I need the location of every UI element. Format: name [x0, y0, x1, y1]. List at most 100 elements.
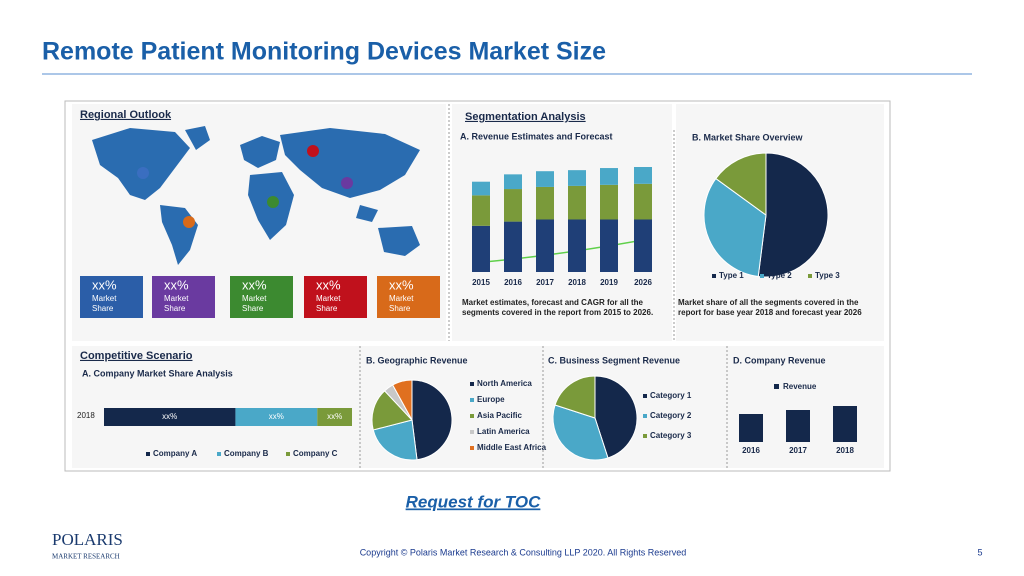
bar-segment [600, 168, 618, 185]
bar-segment [235, 408, 318, 426]
label: 2018 [836, 446, 854, 455]
pie-slice [411, 379, 453, 461]
bar [833, 406, 857, 442]
label: 2016 [504, 278, 522, 287]
chart-title: A. Revenue Estimates and Forecast [460, 131, 613, 141]
bar-segment [600, 219, 618, 272]
share-tile [230, 276, 293, 318]
label: xx% [269, 412, 284, 421]
legend-swatch [808, 274, 812, 278]
label: Type 2 [767, 271, 792, 280]
label: Europe [477, 395, 505, 404]
pie-slice [715, 152, 767, 216]
tile-label: Market Share [316, 294, 341, 313]
logo-tagline: MARKET RESEARCH [52, 553, 120, 561]
label: xx% [242, 277, 267, 292]
bar-segment [568, 170, 586, 186]
copyright: Copyright © Polaris Market Research & Co… [360, 547, 687, 557]
label: 2026 [634, 278, 652, 287]
label: 2019 [600, 278, 618, 287]
toc-link[interactable]: Request for TOC [406, 492, 541, 511]
bar-segment [504, 189, 522, 222]
bar-segment [104, 408, 236, 426]
legend-swatch [774, 384, 779, 389]
bar-segment [472, 195, 490, 226]
pie-slice [703, 177, 767, 278]
label: Latin America [477, 427, 530, 436]
label: Category 3 [650, 431, 692, 440]
chart-title: D. Company Revenue [733, 355, 826, 365]
label: xx% [316, 277, 341, 292]
pie-slice [757, 152, 829, 278]
pie-slice [372, 419, 418, 461]
bar-segment [536, 171, 554, 187]
chart-title: C. Business Segment Revenue [548, 355, 680, 365]
legend-swatch [146, 452, 150, 456]
label: Type 1 [719, 271, 744, 280]
map-pins [137, 145, 353, 228]
legend-swatch [470, 382, 474, 386]
share-tile [377, 276, 440, 318]
tile-label: Market Share [92, 294, 117, 313]
bar-segment [504, 174, 522, 190]
bar-segment [568, 185, 586, 220]
bar-segment [634, 183, 652, 220]
bar-segment [472, 225, 490, 272]
legend-swatch [470, 446, 474, 450]
label: Revenue [783, 382, 817, 391]
share-tile [80, 276, 143, 318]
label: Company C [293, 449, 338, 458]
legend-swatch [643, 394, 647, 398]
label: Middle East Africa [477, 443, 547, 452]
label: 2015 [472, 278, 490, 287]
share-tile [152, 276, 215, 318]
bar-segment [568, 219, 586, 272]
bar [739, 414, 763, 442]
bar-segment [536, 186, 554, 220]
bar-segment [600, 184, 618, 220]
label: Category 2 [650, 411, 692, 420]
label: xx% [92, 277, 117, 292]
label: 2017 [789, 446, 807, 455]
page-number: 5 [977, 547, 982, 557]
chart-title: B. Geographic Revenue [366, 355, 468, 365]
label: Category 1 [650, 391, 692, 400]
section-title: Competitive Scenario [80, 350, 193, 362]
bar-segment [634, 167, 652, 184]
legend-swatch [643, 434, 647, 438]
legend-swatch [712, 274, 716, 278]
label: xx% [162, 412, 177, 421]
trend-line [483, 239, 644, 263]
label: xx% [389, 277, 414, 292]
legend-swatch [217, 452, 221, 456]
bar-segment [317, 408, 352, 426]
legend-swatch [470, 414, 474, 418]
label: xx% [164, 277, 189, 292]
legend-swatch [760, 274, 764, 278]
tile-label: Market Share [164, 294, 189, 313]
label: Company B [224, 449, 269, 458]
caption: Market estimates, forecast and CAGR for … [462, 298, 654, 317]
bar-segment [504, 221, 522, 272]
share-tile [304, 276, 367, 318]
legend-swatch [643, 414, 647, 418]
pie-slice [594, 375, 638, 459]
tile-label: Market Share [389, 294, 414, 313]
logo-name: POLARIS [52, 530, 123, 549]
slide-title: Remote Patient Monitoring Devices Market… [42, 38, 606, 66]
label: 2017 [536, 278, 554, 287]
legend-swatch [470, 398, 474, 402]
pie-slice [371, 390, 413, 431]
label: 2018 [77, 411, 95, 420]
chart-title: B. Market Share Overview [692, 132, 804, 142]
label: Asia Pacific [477, 411, 522, 420]
label: Type 3 [815, 271, 840, 280]
legend-swatch [470, 430, 474, 434]
pie-slice [552, 404, 609, 461]
chart-title: A. Company Market Share Analysis [82, 368, 233, 378]
caption: Market share of all the segments covered… [678, 298, 862, 317]
label: North America [477, 379, 532, 388]
bar [786, 410, 810, 442]
label: Company A [153, 449, 197, 458]
